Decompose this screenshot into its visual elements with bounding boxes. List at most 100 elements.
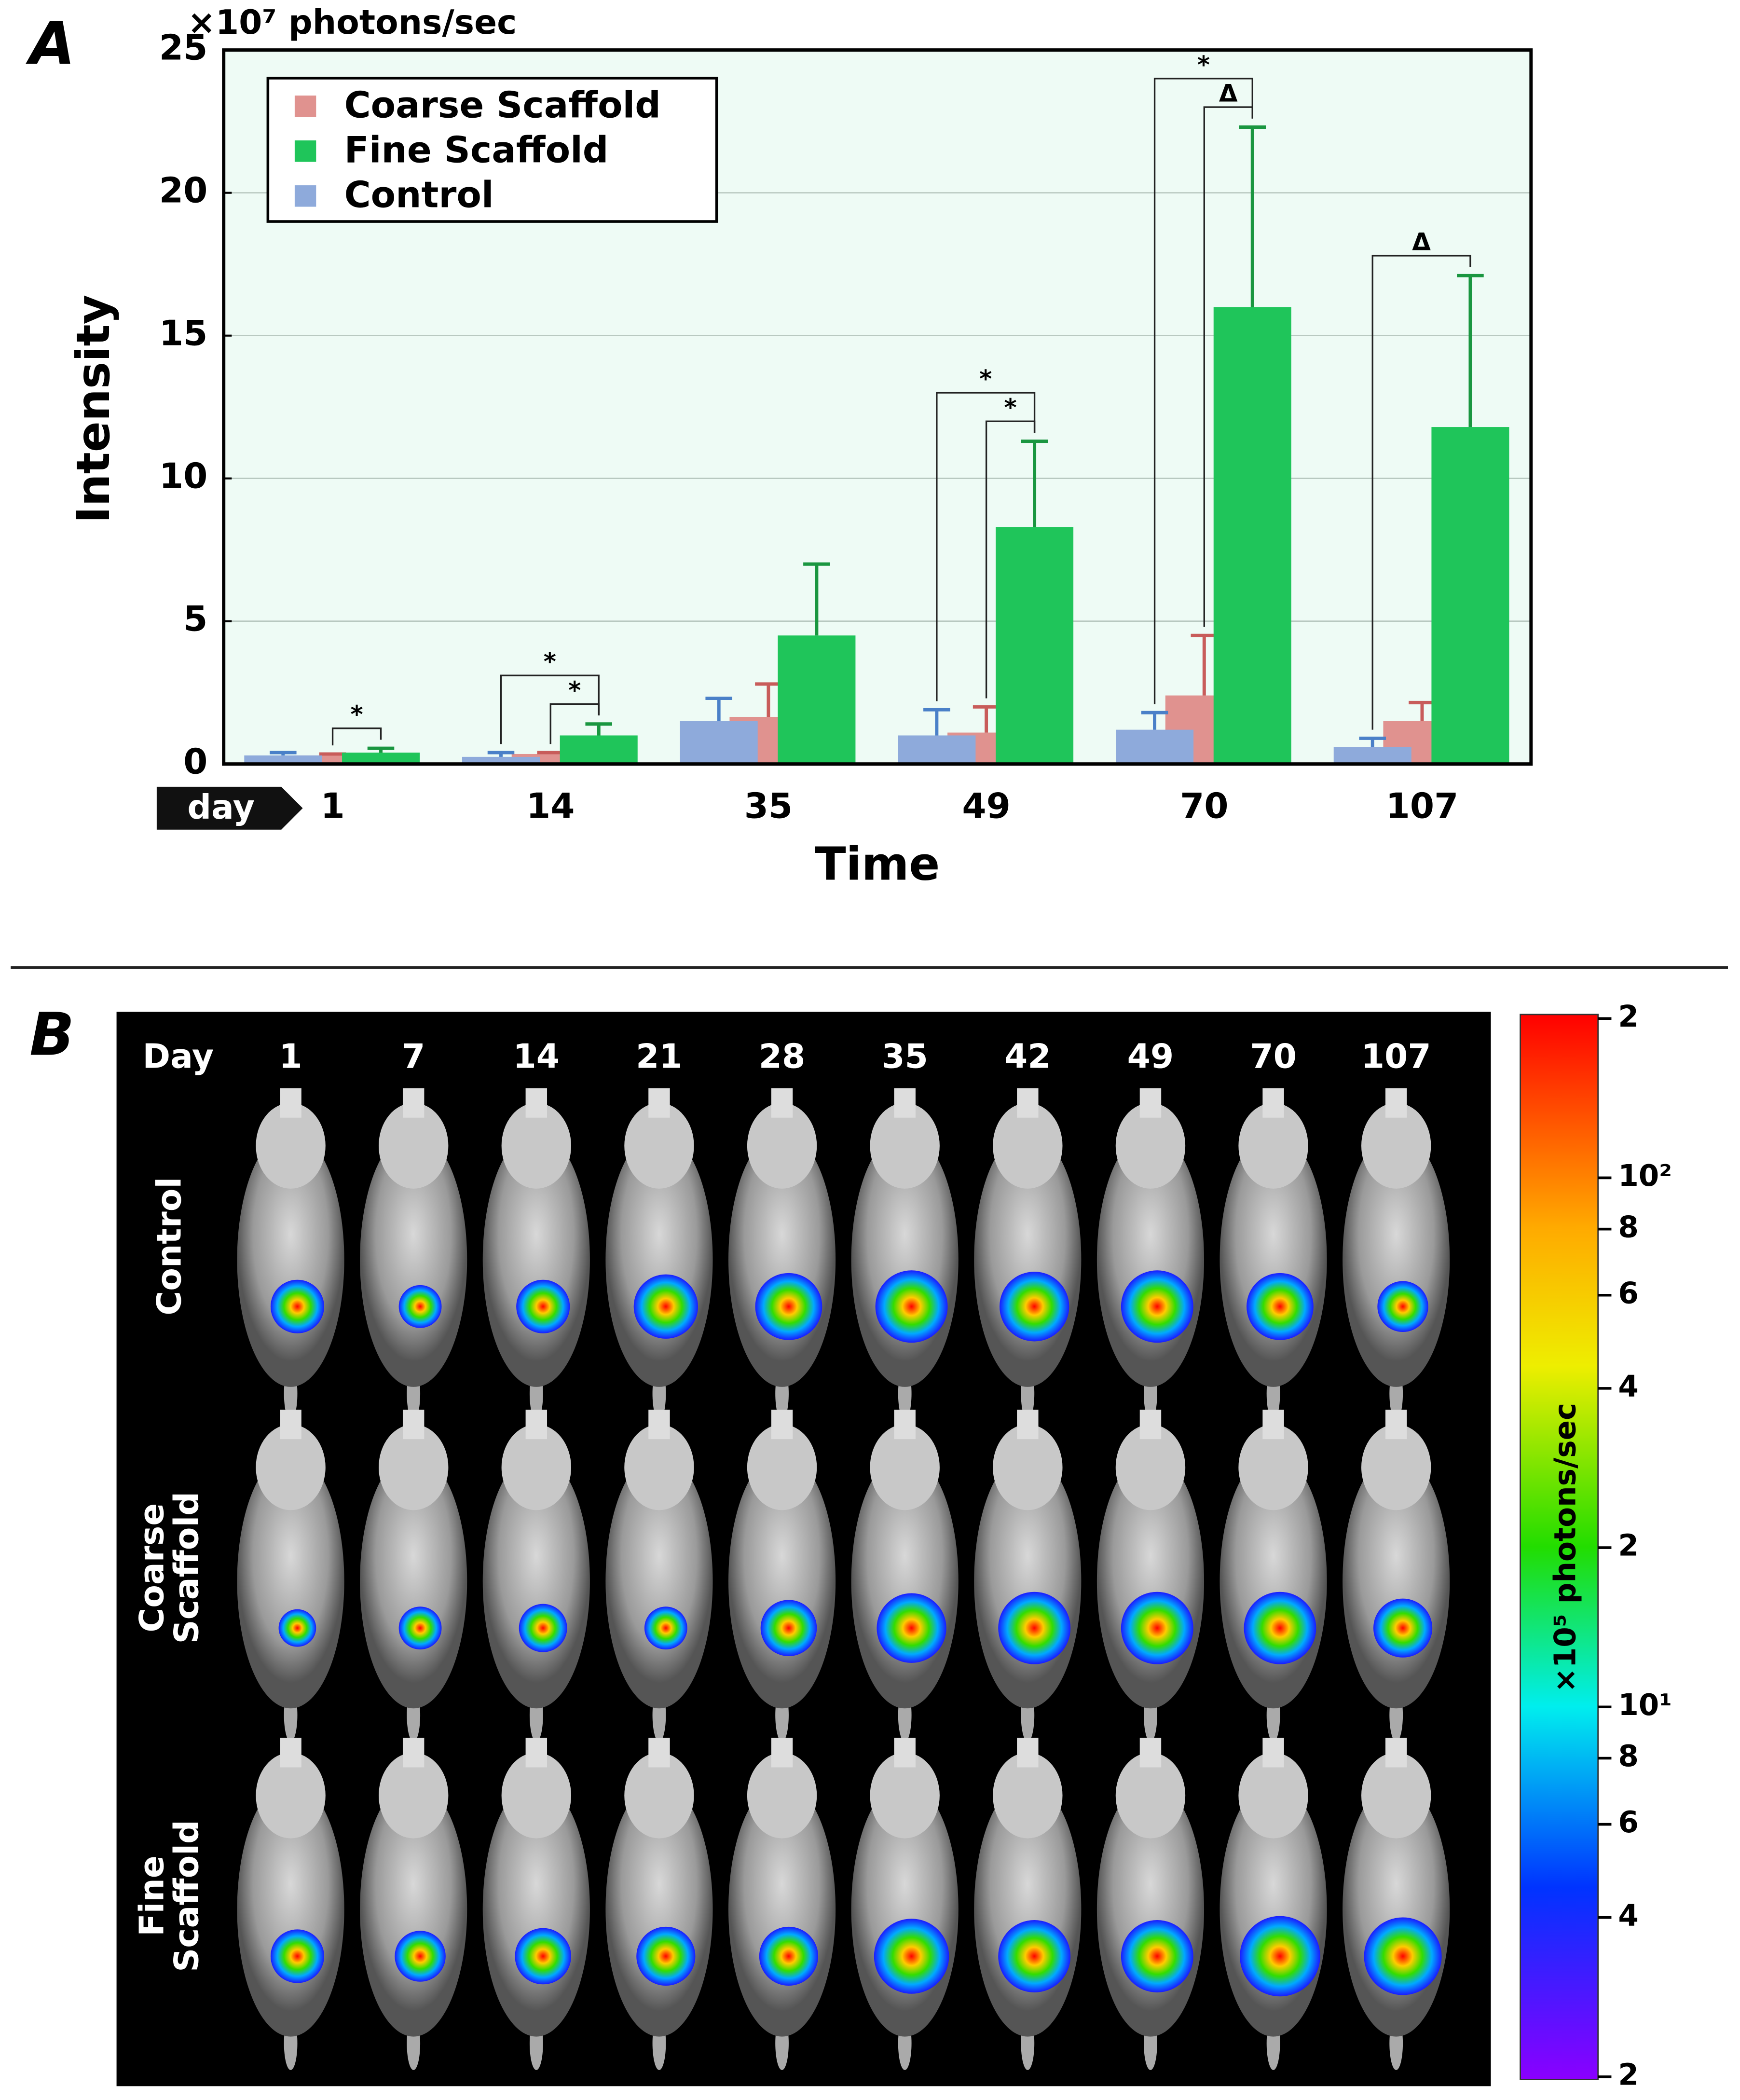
bar bbox=[462, 756, 540, 764]
error-bar bbox=[803, 562, 830, 636]
nose-cone bbox=[1139, 1410, 1162, 1440]
signal-blob bbox=[1364, 1917, 1442, 1995]
nose-cone bbox=[1385, 1088, 1407, 1118]
mouse-head bbox=[747, 1103, 817, 1189]
bar bbox=[342, 752, 420, 764]
nose-cone bbox=[1139, 1738, 1162, 1768]
mouse-head bbox=[624, 1424, 694, 1510]
panel-label: A bbox=[26, 9, 75, 78]
signal-blob bbox=[1240, 1916, 1320, 1997]
mouse-head bbox=[870, 1424, 940, 1510]
day-header: Day bbox=[143, 1038, 214, 1076]
mouse-head bbox=[501, 1424, 572, 1510]
signal-blob bbox=[395, 1931, 446, 1982]
mouse-head bbox=[1115, 1103, 1186, 1189]
nose-cone bbox=[1262, 1088, 1284, 1118]
bar bbox=[680, 721, 758, 764]
nose-cone bbox=[771, 1738, 793, 1768]
nose-cone bbox=[894, 1088, 916, 1118]
nose-cone bbox=[648, 1088, 670, 1118]
day-label: 1 bbox=[279, 1038, 302, 1076]
nose-cone bbox=[894, 1738, 916, 1768]
mouse-head bbox=[1238, 1752, 1308, 1839]
x-tick-label: 14 bbox=[526, 786, 575, 826]
unit-label: ×10⁷ photons/sec bbox=[188, 3, 517, 42]
signal-blob bbox=[760, 1600, 817, 1656]
signal-blob bbox=[270, 1279, 324, 1333]
significance-label: * bbox=[1197, 51, 1210, 79]
signal-blob bbox=[398, 1606, 442, 1650]
nose-cone bbox=[771, 1410, 793, 1440]
signal-blob bbox=[1121, 1920, 1193, 1992]
nose-cone bbox=[525, 1738, 548, 1768]
nose-cone bbox=[894, 1410, 916, 1440]
nose-cone bbox=[1262, 1738, 1284, 1768]
colorbar-tick-label: 10¹ bbox=[1618, 1688, 1672, 1722]
day-label: 42 bbox=[1004, 1038, 1051, 1076]
colorbar-tick-label: 2 bbox=[1618, 1529, 1639, 1563]
mouse-head bbox=[870, 1752, 940, 1839]
signal-blob bbox=[874, 1919, 949, 1994]
day-tag-label: day bbox=[187, 788, 255, 827]
mouse-head bbox=[747, 1752, 817, 1839]
colorbar-tick-label: 8 bbox=[1618, 1739, 1639, 1773]
day-label: 70 bbox=[1250, 1038, 1297, 1076]
colorbar-tick-label: 4 bbox=[1618, 1898, 1639, 1933]
signal-blob bbox=[633, 1274, 698, 1339]
day-label: 28 bbox=[759, 1038, 806, 1076]
nose-cone bbox=[280, 1738, 301, 1768]
nose-cone bbox=[771, 1088, 793, 1118]
mouse-head bbox=[1115, 1752, 1186, 1839]
error-bar bbox=[1141, 711, 1168, 730]
signal-blob bbox=[1121, 1592, 1193, 1664]
error-bar bbox=[1409, 700, 1436, 721]
x-axis-label: Time bbox=[815, 837, 940, 891]
colorbar-tick-label: 2 bbox=[1618, 1000, 1639, 1034]
mouse-head bbox=[993, 1424, 1063, 1510]
signal-blob bbox=[636, 1926, 696, 1986]
colorbar-tick-label: 4 bbox=[1618, 1369, 1639, 1403]
mouse-head bbox=[1361, 1752, 1431, 1839]
x-tick-label: 1 bbox=[320, 786, 344, 826]
mouse-head bbox=[624, 1103, 694, 1189]
panel-label: B bbox=[29, 1001, 74, 1069]
signal-blob bbox=[759, 1926, 819, 1986]
error-bar bbox=[1021, 439, 1048, 527]
legend-label: Control bbox=[344, 174, 494, 216]
mouse-head bbox=[501, 1752, 572, 1839]
y-axis-label: Intensity bbox=[67, 295, 120, 523]
nose-cone bbox=[1017, 1088, 1039, 1118]
row-label: Coarse bbox=[133, 1503, 171, 1633]
y-tick-label: 5 bbox=[183, 599, 207, 640]
error-bar bbox=[537, 751, 564, 755]
row-label: Control bbox=[150, 1177, 189, 1316]
row-label: Fine bbox=[133, 1855, 171, 1936]
signal-blob bbox=[877, 1593, 946, 1663]
colorbar bbox=[1520, 1014, 1599, 2080]
signal-blob bbox=[515, 1928, 572, 1985]
significance-label: Δ bbox=[1412, 228, 1431, 256]
significance-label: * bbox=[1004, 394, 1017, 422]
significance-label: Δ bbox=[1219, 80, 1238, 108]
x-tick-label: 70 bbox=[1180, 786, 1228, 826]
colorbar-tick-label: 10² bbox=[1618, 1159, 1672, 1193]
bar bbox=[560, 735, 638, 764]
error-bar bbox=[973, 705, 1000, 733]
day-label: 35 bbox=[881, 1038, 928, 1076]
error-bar bbox=[270, 751, 297, 755]
signal-blob bbox=[998, 1920, 1071, 1992]
significance-label: * bbox=[568, 676, 581, 704]
mouse-head bbox=[378, 1103, 449, 1189]
error-bar bbox=[319, 752, 346, 756]
signal-blob bbox=[1244, 1592, 1316, 1664]
nose-cone bbox=[648, 1410, 670, 1440]
bar bbox=[1116, 729, 1194, 764]
nose-cone bbox=[1017, 1738, 1039, 1768]
error-bar bbox=[367, 746, 395, 753]
nose-cone bbox=[402, 1738, 425, 1768]
mouse-head bbox=[747, 1424, 817, 1510]
signal-blob bbox=[1000, 1272, 1069, 1342]
mouse-body bbox=[482, 1454, 590, 1709]
